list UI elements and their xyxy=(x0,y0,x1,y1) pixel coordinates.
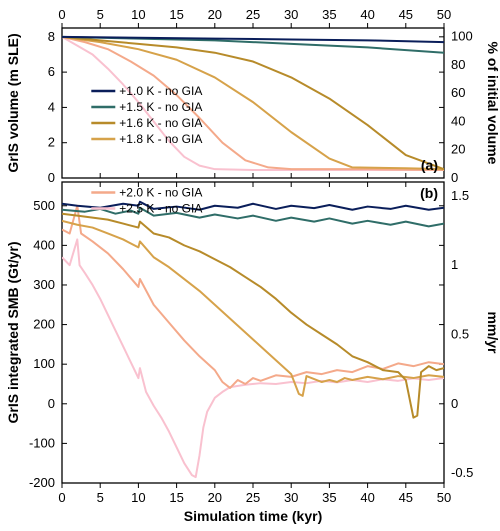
legend-label: +1.0 K - no GIA xyxy=(119,84,202,98)
xtick-bottom-label: 30 xyxy=(284,490,298,505)
panel-b-ytick: 500 xyxy=(33,198,55,213)
legend-label: +1.6 K - no GIA xyxy=(119,116,202,130)
panel-a-ytick: 4 xyxy=(48,99,55,114)
xtick-top-label: 40 xyxy=(360,7,374,22)
legend-label: +2.5 K - no GIA xyxy=(119,202,202,216)
panel-b-ytick-r: 1.5 xyxy=(451,188,469,203)
series-b-2.0 xyxy=(62,206,444,388)
panel-a-ytick: 2 xyxy=(48,135,55,150)
panel-a-label: (a) xyxy=(421,157,438,173)
panel-b-frame xyxy=(62,182,444,483)
xtick-bottom-label: 20 xyxy=(208,490,222,505)
panel-a-ytick: 8 xyxy=(48,29,55,44)
series-b-1.8 xyxy=(62,221,444,396)
xtick-top-label: 25 xyxy=(246,7,260,22)
series-b-1.6 xyxy=(62,214,444,418)
series-b-2.5 xyxy=(62,239,444,477)
xtick-top-label: 50 xyxy=(437,7,451,22)
panel-b-ytick: -200 xyxy=(29,475,55,490)
panel-a-ytick-r: 20 xyxy=(451,142,465,157)
legend-label: +2.0 K - no GIA xyxy=(119,186,202,200)
panel-a-ytick-r: 40 xyxy=(451,113,465,128)
chart-container: 0055101015152020252530303535404045455050… xyxy=(0,0,500,531)
xtick-bottom-label: 45 xyxy=(399,490,413,505)
panel-a-ytick-r: 60 xyxy=(451,85,465,100)
panel-a-ytick: 6 xyxy=(48,64,55,79)
legend-label: +1.8 K - no GIA xyxy=(119,132,202,146)
xtick-top-label: 45 xyxy=(399,7,413,22)
panel-b-yright-label: mm/yr xyxy=(485,311,500,354)
panel-b-yleft-label: GrIS integrated SMB (Gt/yr) xyxy=(5,241,21,423)
panel-a-ytick: 0 xyxy=(48,170,55,185)
panel-b-ytick-r: 1 xyxy=(451,257,458,272)
xtick-top-label: 10 xyxy=(131,7,145,22)
panel-b-ytick-r: -0.5 xyxy=(451,465,473,480)
xtick-bottom-label: 35 xyxy=(322,490,336,505)
xtick-bottom-label: 50 xyxy=(437,490,451,505)
panel-b-ytick: 300 xyxy=(33,277,55,292)
panel-a-ytick-r: 0 xyxy=(451,170,458,185)
xtick-bottom-label: 5 xyxy=(97,490,104,505)
xtick-top-label: 0 xyxy=(58,7,65,22)
panel-a-ytick-r: 80 xyxy=(451,57,465,72)
xtick-top-label: 30 xyxy=(284,7,298,22)
x-axis-label: Simulation time (kyr) xyxy=(184,508,322,524)
panel-b-ytick: 400 xyxy=(33,237,55,252)
panel-a-yleft-label: GrIS volume (m SLE) xyxy=(5,33,21,172)
xtick-bottom-label: 10 xyxy=(131,490,145,505)
xtick-top-label: 5 xyxy=(97,7,104,22)
chart-svg: 0055101015152020252530303535404045455050… xyxy=(0,0,500,531)
panel-a-ytick-r: 100 xyxy=(451,28,473,43)
xtick-bottom-label: 15 xyxy=(169,490,183,505)
xtick-top-label: 20 xyxy=(208,7,222,22)
panel-b-ytick-r: 0.5 xyxy=(451,327,469,342)
panel-b-label: (b) xyxy=(420,185,438,201)
xtick-bottom-label: 0 xyxy=(58,490,65,505)
xtick-top-label: 35 xyxy=(322,7,336,22)
legend-label: +1.5 K - no GIA xyxy=(119,100,202,114)
xtick-bottom-label: 25 xyxy=(246,490,260,505)
xtick-bottom-label: 40 xyxy=(360,490,374,505)
panel-b-ytick: 0 xyxy=(48,396,55,411)
panel-a-yright-label: % of initial volume xyxy=(485,42,500,165)
panel-b-ytick-r: 0 xyxy=(451,396,458,411)
xtick-top-label: 15 xyxy=(169,7,183,22)
panel-b-ytick: 200 xyxy=(33,317,55,332)
panel-b-ytick: -100 xyxy=(29,435,55,450)
panel-b-ytick: 100 xyxy=(33,356,55,371)
